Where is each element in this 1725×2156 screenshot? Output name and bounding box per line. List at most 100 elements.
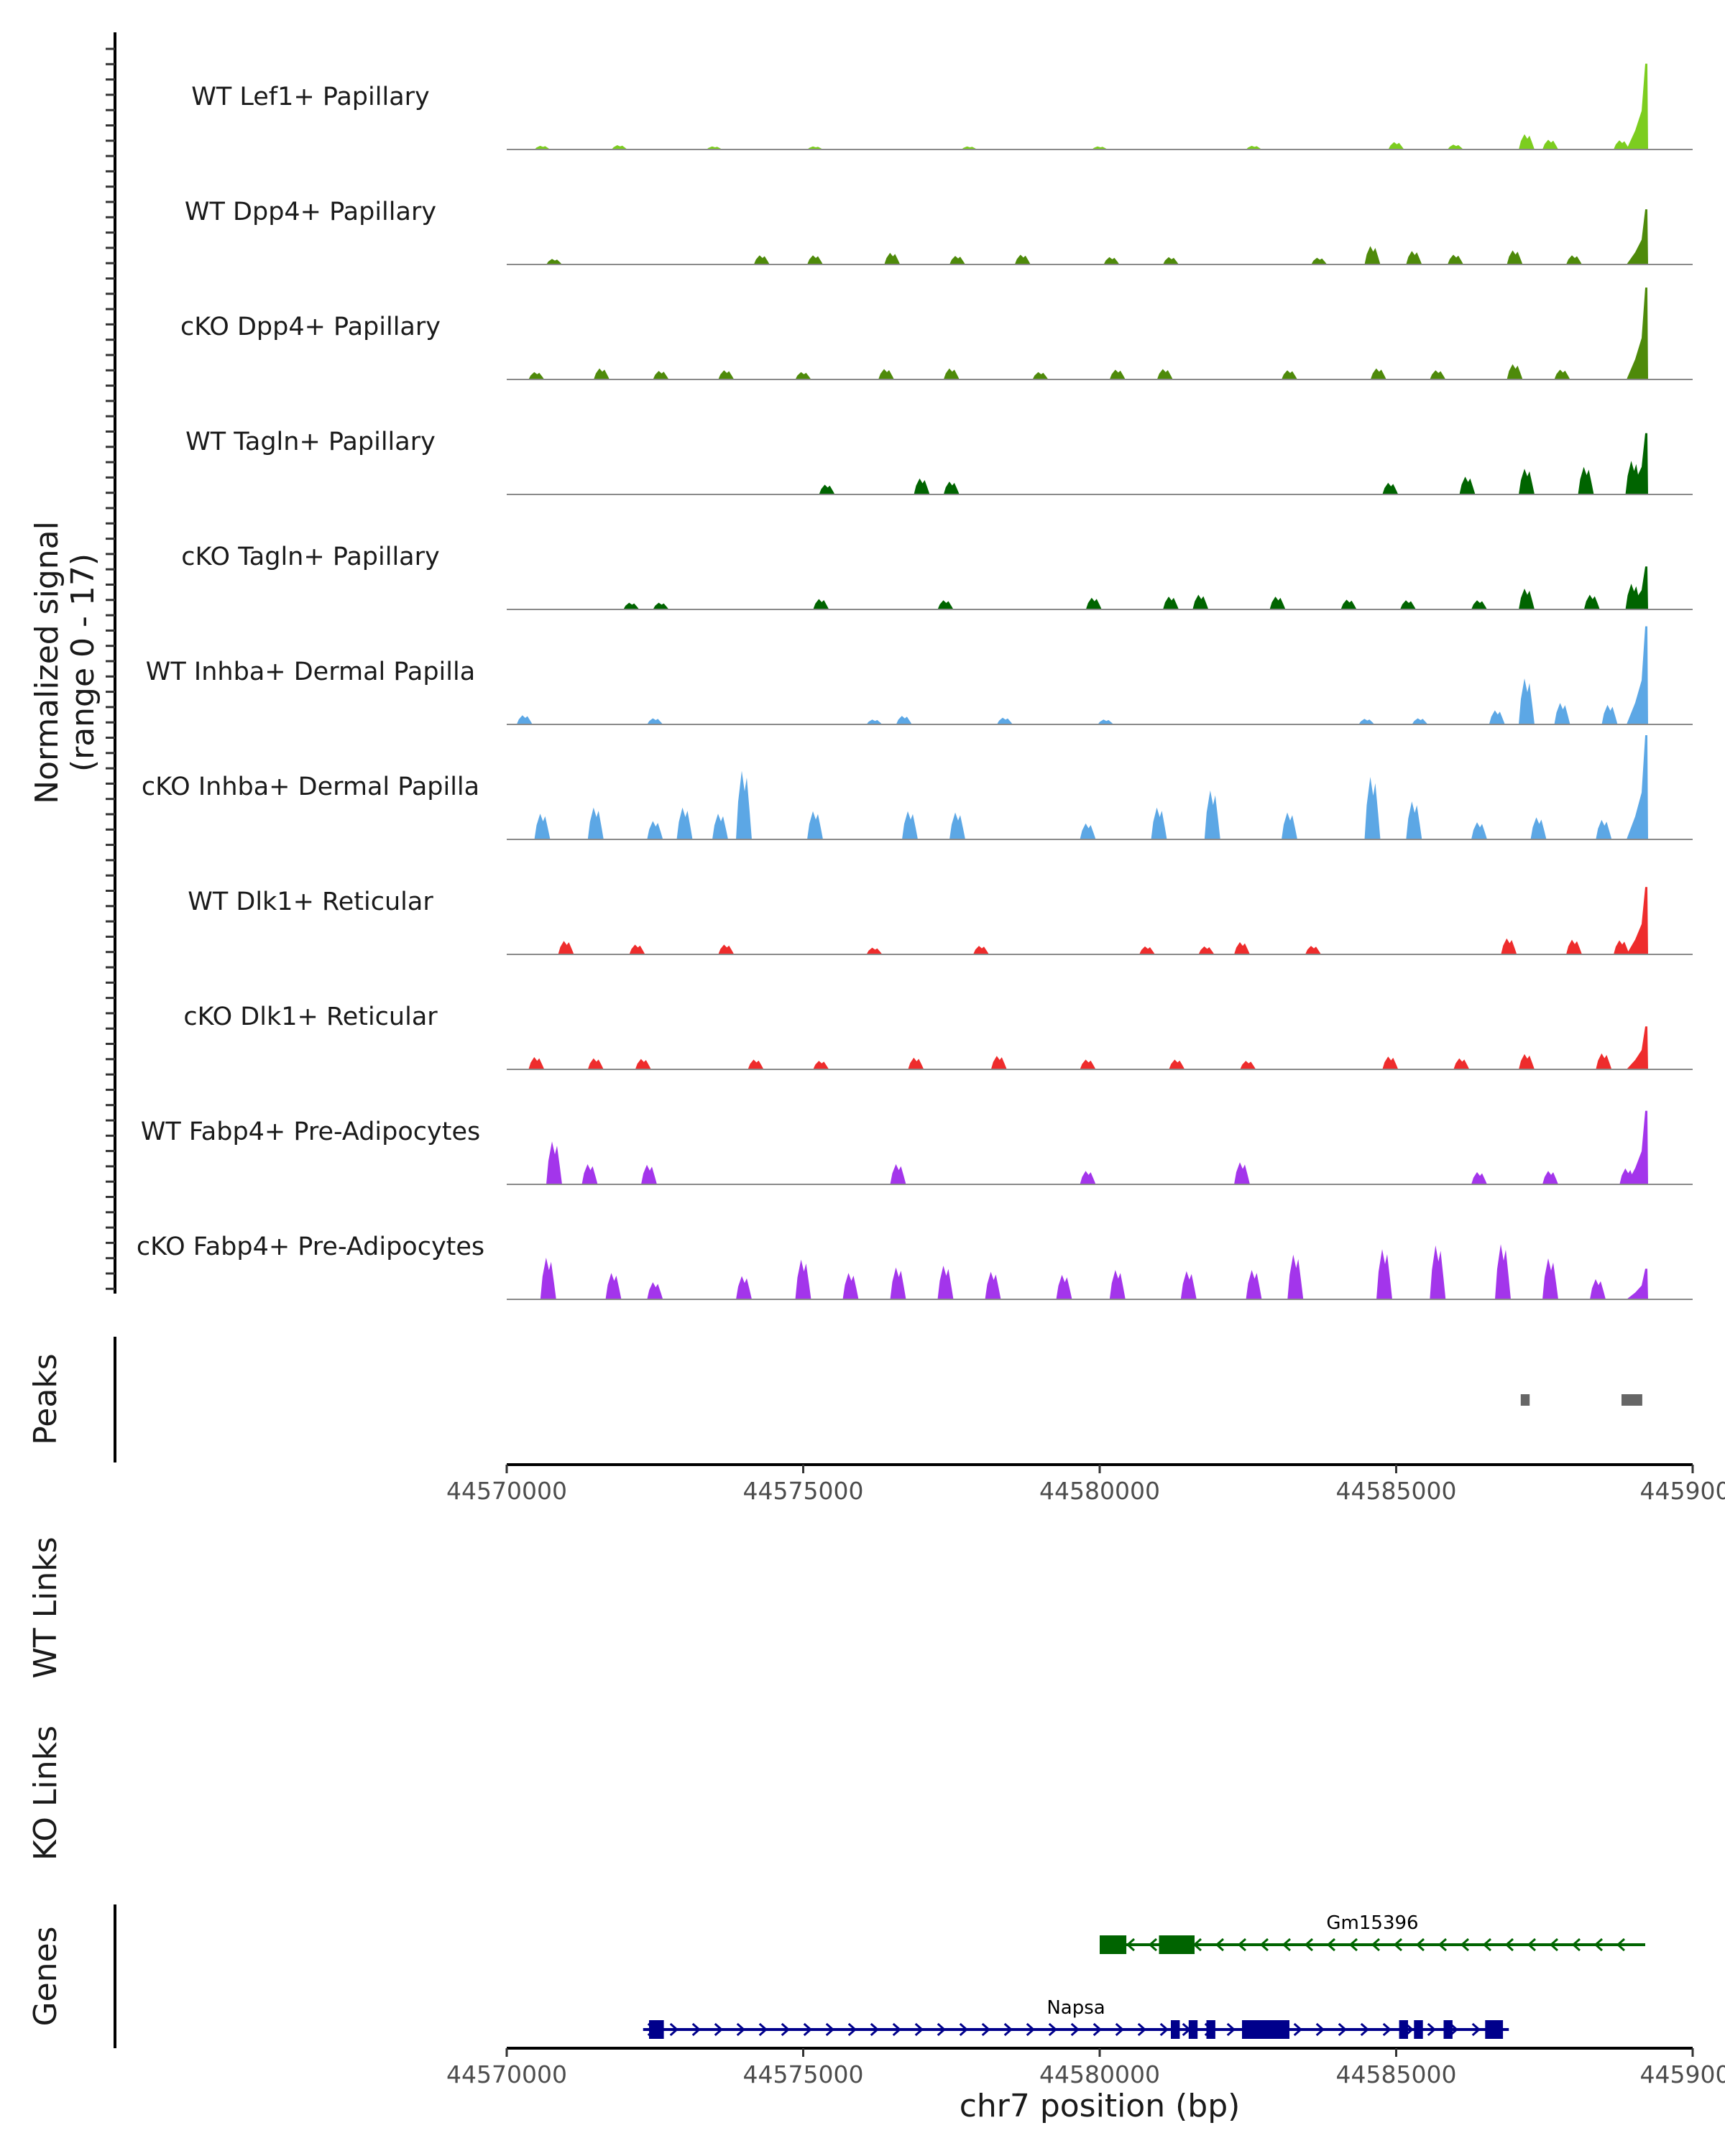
coverage-block — [1169, 1059, 1185, 1069]
coverage-block — [1448, 144, 1463, 149]
coverage-peak — [1627, 735, 1648, 839]
coverage-block — [528, 372, 545, 379]
gene-name-label: Gm15396 — [1326, 1912, 1418, 1934]
coverage-block — [718, 944, 735, 954]
coverage-block — [1501, 938, 1517, 954]
strand-arrow — [1482, 1938, 1491, 1952]
exon — [1171, 2020, 1180, 2039]
strand-arrow — [1415, 1938, 1425, 1952]
coverage-block — [516, 715, 533, 724]
strand-arrow — [1360, 2022, 1370, 2037]
coverage-block — [1192, 594, 1209, 609]
coverage-block — [1471, 1171, 1487, 1184]
strand-arrow — [1126, 1938, 1135, 1952]
coverage-block — [641, 1164, 657, 1184]
x-tick-label: 44575000 — [743, 1477, 864, 1505]
x-axis-upper: 44570000 44575000 44580000 44585000 4459000 — [446, 1465, 1725, 1505]
strand-arrow — [1215, 1938, 1224, 1952]
coverage-block — [1098, 719, 1114, 724]
coverage-block — [990, 1056, 1007, 1069]
coverage-peak — [1627, 1026, 1648, 1069]
coverage-block — [1382, 1056, 1399, 1069]
exon — [1443, 2020, 1453, 2039]
coverage-block — [1596, 819, 1612, 839]
coverage-block — [594, 368, 610, 379]
coverage-block — [1139, 946, 1155, 954]
coverage-block — [1519, 589, 1535, 609]
peak-region — [1622, 1394, 1642, 1406]
coverage-block — [1269, 596, 1286, 609]
coverage-block — [635, 1059, 651, 1069]
strand-arrow — [847, 2022, 857, 2037]
coverage-block — [949, 812, 965, 839]
coverage-tracks: WT Lef1+ Papillary WT Dpp4+ Papillary cKO … — [137, 63, 1693, 1300]
track-2: WT Dpp4+ Papillary — [185, 198, 1693, 265]
coverage-block — [866, 947, 883, 954]
coverage-block — [1103, 257, 1120, 264]
coverage-block — [1080, 823, 1096, 839]
gene-track: Gm15396 Napsa — [643, 1912, 1645, 2039]
coverage-block — [587, 1058, 604, 1069]
coverage-block — [997, 717, 1013, 724]
coverage-block — [1519, 1054, 1535, 1069]
track-8: WT Dlk1+ Reticular — [188, 887, 1693, 955]
x-tick-label: 4459000 — [1640, 1477, 1725, 1505]
strand-arrow — [1259, 1938, 1269, 1952]
coverage-peak — [1627, 63, 1648, 149]
strand-arrow — [1092, 2022, 1103, 2037]
coverage-block — [1530, 817, 1547, 839]
coverage-block — [896, 716, 912, 724]
exon — [1100, 1935, 1127, 1954]
coverage-block — [546, 1141, 562, 1184]
coverage-block — [1590, 1279, 1606, 1299]
strand-arrow — [1315, 2022, 1325, 2037]
strand-arrow — [1326, 1938, 1335, 1952]
x-axis-lower: 44570000 44575000 44580000 44585000 4459000 — [446, 2048, 1725, 2088]
coverage-block — [534, 814, 551, 839]
strand-arrow — [1571, 1938, 1581, 1952]
genes-axis-title: Genes — [27, 1926, 64, 2026]
coverage-block — [1506, 364, 1523, 379]
x-tick-label: 44575000 — [743, 2060, 864, 2088]
coverage-block — [1032, 372, 1049, 379]
coverage-block — [1282, 812, 1297, 839]
track-label: WT Lef1+ Papillary — [191, 83, 430, 111]
coverage-block — [937, 600, 954, 609]
coverage-block — [1234, 1162, 1250, 1184]
strand-arrow — [1304, 1938, 1313, 1952]
exon — [1485, 2020, 1504, 2039]
strand-arrow — [1471, 2022, 1481, 2037]
coverage-block — [528, 1056, 545, 1069]
coverage-block — [605, 1273, 622, 1299]
coverage-block — [1566, 939, 1582, 954]
strand-arrow — [1427, 2022, 1437, 2037]
strand-arrow — [1293, 2022, 1303, 2037]
coverage-block — [1198, 946, 1215, 954]
track-label: WT Dpp4+ Papillary — [185, 198, 436, 226]
strand-arrow — [914, 2022, 924, 2037]
coverage-block — [1388, 142, 1404, 149]
coverage-block — [813, 599, 829, 609]
coverage-block — [1519, 469, 1535, 494]
coverage-block — [1596, 1053, 1612, 1069]
track-label: cKO Tagln+ Papillary — [181, 543, 440, 571]
coverage-peak — [1627, 287, 1648, 379]
coverage-block — [1180, 1271, 1197, 1299]
strand-arrow — [937, 2022, 947, 2037]
strand-arrow — [1137, 2022, 1147, 2037]
track-1: WT Lef1+ Papillary — [191, 63, 1693, 150]
strand-arrow — [1616, 1938, 1625, 1952]
strand-arrow — [1159, 2022, 1169, 2037]
coverage-block — [1092, 146, 1108, 149]
coverage-block — [1234, 941, 1250, 954]
strand-arrow — [1237, 1938, 1246, 1952]
coverage-block — [718, 370, 735, 379]
strand-arrow — [1549, 1938, 1558, 1952]
coverage-block — [1080, 1059, 1096, 1069]
coverage-block — [914, 478, 930, 494]
strand-arrow — [736, 2022, 746, 2037]
coverage-block — [1554, 369, 1570, 379]
coverage-block — [1489, 710, 1505, 724]
x-tick-label: 44570000 — [446, 1477, 567, 1505]
